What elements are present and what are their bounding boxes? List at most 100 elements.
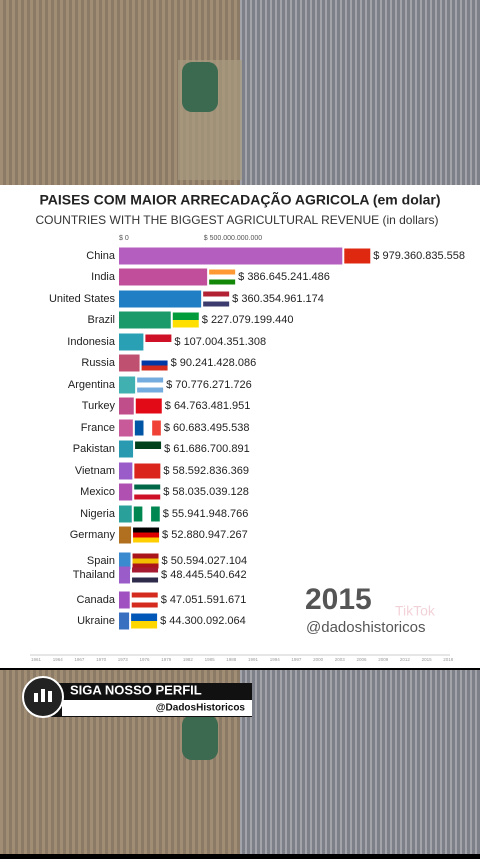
flag	[133, 506, 143, 522]
flag	[135, 398, 162, 414]
flag	[145, 342, 172, 350]
value-label: $ 52.880.947.267	[162, 529, 248, 541]
timeline-year: 1979	[161, 657, 172, 662]
category-label: Pakistan	[73, 443, 115, 455]
bar	[119, 419, 133, 437]
chart-title: PAISES COM MAIOR ARRECADAÇÃO AGRICOLA (e…	[39, 191, 440, 208]
category-label: Spain	[87, 555, 115, 567]
flag	[145, 334, 172, 342]
category-label: Argentina	[68, 379, 116, 391]
bar	[119, 591, 130, 609]
bar	[119, 505, 132, 523]
timeline-year: 1976	[139, 657, 150, 662]
value-label: $ 979.360.835.558	[373, 250, 465, 262]
value-label: $ 107.004.351.308	[174, 336, 266, 348]
bar	[119, 311, 171, 329]
flag	[132, 563, 159, 569]
value-label: $ 58.592.836.369	[163, 465, 249, 477]
timeline-year: 1982	[183, 657, 194, 662]
value-label: $ 58.035.039.128	[163, 486, 249, 498]
flag	[131, 621, 158, 629]
year-label: 2015	[305, 583, 372, 616]
bar	[119, 566, 131, 584]
timeline-year: 2003	[335, 657, 346, 662]
flag	[134, 494, 161, 500]
profile-banner: SIGA NOSSO PERFIL @DadosHistoricos	[22, 676, 252, 718]
flag	[131, 613, 158, 621]
flag	[172, 312, 199, 320]
flag	[132, 577, 159, 583]
bar	[119, 268, 208, 286]
category-label: Canada	[76, 594, 115, 606]
value-label: $ 360.354.961.174	[232, 293, 324, 305]
flag	[132, 567, 159, 573]
flag	[131, 602, 158, 608]
flag	[134, 463, 161, 479]
bar	[119, 552, 131, 570]
flag	[137, 382, 164, 388]
bar	[119, 247, 343, 265]
flag	[203, 296, 230, 302]
x-tick-label: $ 500.000.000.000	[204, 235, 262, 242]
bar	[119, 376, 136, 394]
flag	[131, 597, 158, 603]
flag	[131, 592, 158, 598]
category-label: Brazil	[87, 314, 115, 326]
category-label: Germany	[70, 529, 116, 541]
flag	[137, 387, 164, 393]
banner-handle-bg	[62, 700, 252, 716]
value-label: $ 386.645.241.486	[238, 271, 330, 283]
bar	[119, 462, 133, 480]
value-label: $ 47.051.591.671	[161, 594, 247, 606]
flag	[203, 301, 230, 307]
flag	[209, 279, 236, 285]
bar	[119, 440, 134, 458]
banner-title: SIGA NOSSO PERFIL	[70, 682, 202, 697]
flag	[209, 274, 236, 280]
value-label: $ 90.241.428.086	[171, 357, 257, 369]
timeline-year: 1967	[74, 657, 85, 662]
value-label: $ 61.686.700.891	[164, 443, 250, 455]
flag	[135, 441, 162, 449]
flag	[135, 449, 162, 457]
category-label: Russia	[81, 357, 116, 369]
bar	[119, 612, 130, 630]
timeline-year: 2018	[443, 657, 454, 662]
category-label: Thailand	[73, 569, 115, 581]
category-label: United States	[49, 293, 116, 305]
flag	[141, 365, 168, 371]
timeline-year: 1994	[270, 657, 281, 662]
category-label: Indonesia	[67, 336, 116, 348]
category-label: France	[81, 422, 115, 434]
flag	[132, 572, 159, 578]
flag	[141, 360, 168, 366]
category-label: Turkey	[82, 400, 116, 412]
flag	[151, 506, 160, 522]
flag	[143, 420, 153, 436]
flag	[133, 532, 160, 538]
value-label: $ 48.445.540.642	[161, 569, 247, 581]
flag	[134, 489, 161, 495]
category-label: Mexico	[80, 486, 115, 498]
flag	[203, 291, 230, 297]
value-label: $ 55.941.948.766	[163, 508, 249, 520]
timeline-year: 1961	[31, 657, 42, 662]
banner-handle[interactable]: @DadosHistoricos	[156, 703, 246, 714]
bar	[119, 526, 132, 544]
timeline-year: 1964	[53, 657, 64, 662]
category-label: Nigeria	[80, 508, 116, 520]
value-label: $ 60.683.495.538	[164, 422, 250, 434]
bar-chart: $ 0 $ 500.000.000.000 China $ 979.360.835.5…	[31, 235, 465, 662]
flag	[344, 248, 371, 264]
flag	[133, 537, 160, 543]
x-tick-label: $ 0	[119, 235, 129, 242]
timeline-year: 1970	[96, 657, 107, 662]
timeline-year: 2012	[400, 657, 411, 662]
timeline-year: 1991	[248, 657, 259, 662]
timeline-year: 1988	[226, 657, 237, 662]
bar	[119, 483, 133, 501]
category-label: Ukraine	[77, 615, 115, 627]
